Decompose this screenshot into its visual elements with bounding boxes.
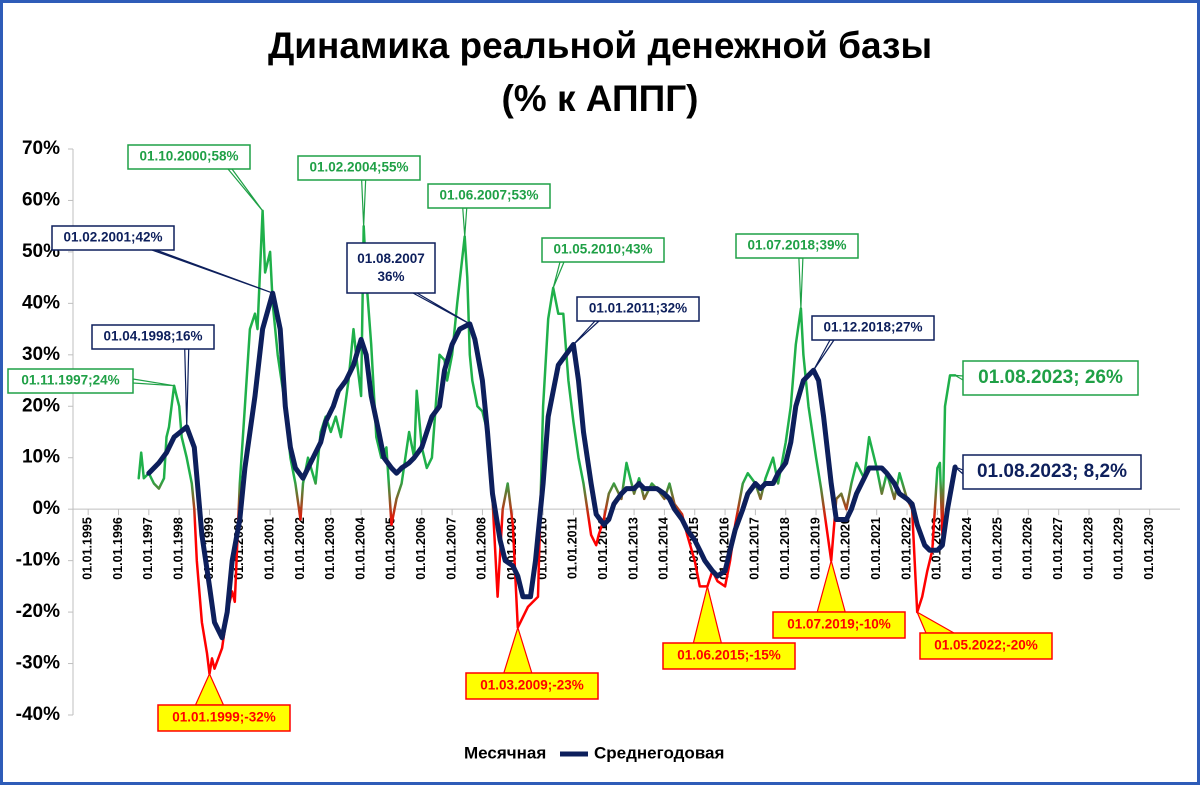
x-tick-label: 01.01.2026	[1021, 517, 1035, 580]
annotation-box	[919, 632, 1053, 660]
chart-title: Динамика реальной денежной базы	[268, 25, 932, 66]
x-tick-label: 01.01.2030	[1142, 517, 1156, 580]
annotation-label: 01.11.1997;24%	[21, 373, 119, 388]
x-tick-label: 01.01.2003	[323, 517, 337, 580]
annotation-label: 01.10.2000;58%	[139, 149, 238, 164]
x-tick-label: 01.01.2028	[1081, 517, 1095, 580]
annotation-label: 01.01.1999;-32%	[172, 710, 276, 725]
annotation-box	[962, 360, 1139, 396]
y-tick-label: 50%	[22, 241, 60, 262]
y-tick-label: 10%	[22, 447, 60, 468]
y-tick-label: 40%	[22, 292, 60, 313]
annotation-label: 01.02.2004;55%	[309, 160, 408, 175]
annotation-box	[297, 155, 421, 181]
annotation-label: 01.01.2011;32%	[589, 301, 687, 316]
annotation-box	[51, 225, 175, 251]
x-tick-label: 01.01.2004	[353, 517, 367, 580]
x-tick-label: 01.01.2001	[262, 517, 276, 580]
annotation-label: 01.07.2019;-10%	[787, 617, 891, 632]
annotation-box	[811, 315, 935, 341]
x-tick-label: 01.01.2025	[990, 517, 1004, 580]
annotation-box	[576, 296, 700, 322]
annotation-label: 01.08.2023; 26%	[978, 367, 1123, 388]
annotation-label: 01.07.2018;39%	[747, 238, 846, 253]
x-tick-label: 01.01.2022	[899, 517, 913, 580]
x-tick-label: 01.01.2013	[626, 517, 640, 580]
annotation-box	[465, 672, 599, 700]
annotation-box	[427, 183, 551, 209]
legend-label: Среднегодовая	[594, 743, 724, 762]
x-tick-label: 01.01.2024	[960, 517, 974, 580]
x-tick-label: 01.01.2006	[414, 517, 428, 580]
y-tick-label: -20%	[16, 601, 60, 622]
y-tick-label: -40%	[16, 704, 60, 725]
annotation-box	[735, 233, 859, 259]
annotation-box	[962, 454, 1142, 490]
x-tick-label: 01.01.2017	[748, 517, 762, 580]
x-tick-label: 01.01.2002	[293, 517, 307, 580]
annotation-label: 01.06.2007;53%	[439, 188, 538, 203]
annotation-box	[91, 324, 215, 350]
annotation-box	[7, 368, 134, 394]
annotation-line: 01.08.2007	[357, 251, 425, 266]
x-tick-label: 01.01.2020	[839, 517, 853, 580]
x-tick-label: 01.01.1996	[111, 517, 125, 580]
chart-subtitle: (% к АППГ)	[501, 78, 698, 119]
x-tick-label: 01.01.1995	[80, 517, 94, 580]
annotation-label: 01.08.2023; 8,2%	[977, 461, 1127, 482]
y-tick-label: 20%	[22, 395, 60, 416]
y-tick-label: -30%	[16, 653, 60, 674]
annotation-label: 01.05.2010;43%	[553, 242, 652, 257]
annotation-label: 01.03.2009;-23%	[480, 678, 584, 693]
x-tick-label: 01.01.2029	[1112, 517, 1126, 580]
annotation-box	[662, 642, 796, 670]
x-tick-label: 01.01.2014	[657, 517, 671, 580]
y-tick-label: 30%	[22, 344, 60, 365]
x-tick-label: 01.01.2019	[808, 517, 822, 580]
annotation-box	[157, 704, 291, 732]
x-tick-label: 01.01.2011	[566, 517, 580, 579]
legend-label: Месячная	[464, 743, 546, 762]
y-tick-label: 70%	[22, 138, 60, 159]
x-tick-label: 01.01.1997	[141, 517, 155, 580]
y-tick-label: 60%	[22, 189, 60, 210]
annotation-box	[346, 242, 436, 294]
annotation-box	[127, 144, 251, 170]
x-tick-label: 01.01.2027	[1051, 517, 1065, 580]
x-tick-label: 01.01.1998	[171, 517, 185, 580]
series-line	[146, 290, 958, 641]
y-tick-label: -10%	[16, 550, 60, 571]
annotation-label: 01.02.2001;42%	[63, 230, 162, 245]
annotation-label: 01.04.1998;16%	[103, 329, 202, 344]
annotation-box	[772, 611, 906, 639]
annotation-box	[541, 237, 665, 263]
series-line	[137, 209, 957, 676]
x-tick-label: 01.01.2007	[444, 517, 458, 580]
x-tick-label: 01.01.2021	[869, 517, 883, 580]
annotation-label: 01.08.2007 36%	[357, 251, 425, 284]
x-tick-label: 01.01.2018	[778, 517, 792, 580]
annotation-label: 01.06.2015;-15%	[677, 648, 781, 663]
x-tick-label: 01.01.2005	[384, 517, 398, 580]
annotation-line: 36%	[377, 269, 404, 284]
annotation-label: 01.12.2018;27%	[823, 320, 922, 335]
annotation-label: 01.05.2022;-20%	[934, 638, 1038, 653]
y-tick-label: 0%	[33, 498, 61, 519]
x-tick-label: 01.01.2008	[475, 517, 489, 580]
